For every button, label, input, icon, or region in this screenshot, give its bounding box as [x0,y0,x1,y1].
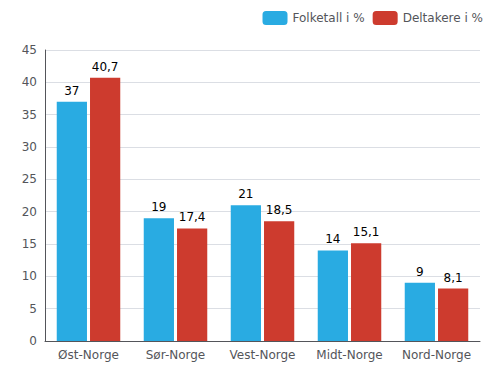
svg-text:45: 45 [22,43,37,57]
svg-text:17,4: 17,4 [179,210,206,224]
svg-text:0: 0 [29,334,37,348]
svg-text:25: 25 [22,172,37,186]
svg-text:Øst-Norge: Øst-Norge [58,348,119,362]
svg-text:Midt-Norge: Midt-Norge [316,348,382,362]
svg-text:10: 10 [22,269,37,283]
svg-text:19: 19 [151,200,166,214]
svg-text:Deltakere i %: Deltakere i % [403,11,483,25]
svg-text:Nord-Norge: Nord-Norge [402,348,471,362]
svg-text:Folketall i %: Folketall i % [293,11,365,25]
svg-text:8,1: 8,1 [444,271,463,285]
svg-text:5: 5 [29,302,37,316]
svg-text:37: 37 [64,84,79,98]
svg-text:40: 40 [22,75,37,89]
svg-text:15,1: 15,1 [353,225,380,239]
svg-text:15: 15 [22,237,37,251]
svg-text:21: 21 [238,187,253,201]
svg-text:35: 35 [22,108,37,122]
svg-text:30: 30 [22,140,37,154]
svg-text:20: 20 [22,205,37,219]
svg-text:9: 9 [416,265,424,279]
svg-text:14: 14 [325,232,340,246]
svg-text:40,7: 40,7 [92,60,119,74]
svg-text:Vest-Norge: Vest-Norge [230,348,296,362]
svg-text:Sør-Norge: Sør-Norge [146,348,206,362]
svg-text:18,5: 18,5 [266,203,293,217]
